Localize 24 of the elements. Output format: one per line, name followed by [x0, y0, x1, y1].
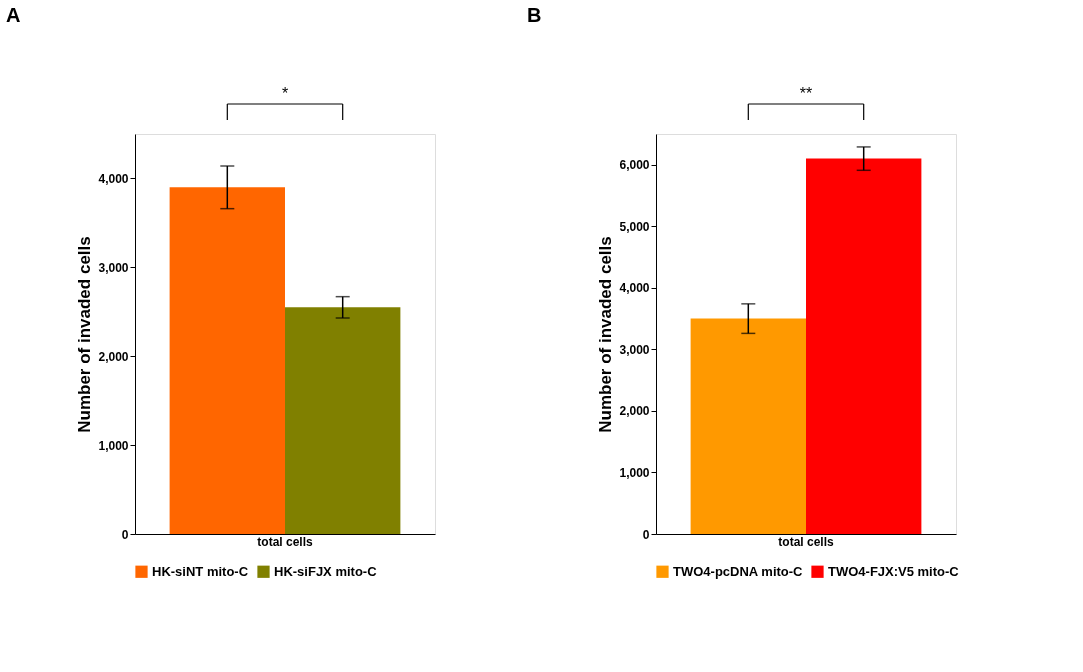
y-axis-title: Number of invaded cells: [75, 236, 95, 433]
y-tick-label: 0: [642, 527, 650, 542]
y-tick-label: 6,000: [619, 158, 650, 173]
chart-title: B: [526, 4, 542, 26]
y-tick-label: 2,000: [98, 349, 129, 364]
x-tick-label: total cells: [257, 534, 313, 549]
y-tick-label: 0: [121, 527, 129, 542]
legend-label: TWO4-FJX:V5 mito-C: [828, 563, 960, 579]
y-tick-label: 1,000: [98, 438, 129, 453]
text: **: [799, 85, 813, 102]
y-tick-label: 5,000: [619, 219, 650, 234]
legend-label: HK-siNT mito-C: [152, 563, 249, 579]
chart-title: A: [5, 4, 21, 26]
y-tick-label: 1,000: [619, 465, 650, 480]
legend-label: HK-siFJX mito-C: [274, 563, 378, 579]
y-axis-title: Number of invaded cells: [596, 236, 616, 433]
y-tick-label: 3,000: [98, 260, 129, 275]
text: *: [281, 85, 289, 102]
y-tick-label: 4,000: [98, 171, 129, 186]
x-tick-label: total cells: [778, 534, 834, 549]
y-tick-label: 4,000: [619, 281, 650, 296]
legend-label: TWO4-pcDNA mito-C: [673, 563, 804, 579]
y-tick-label: 2,000: [619, 404, 650, 419]
y-tick-label: 3,000: [619, 342, 650, 357]
